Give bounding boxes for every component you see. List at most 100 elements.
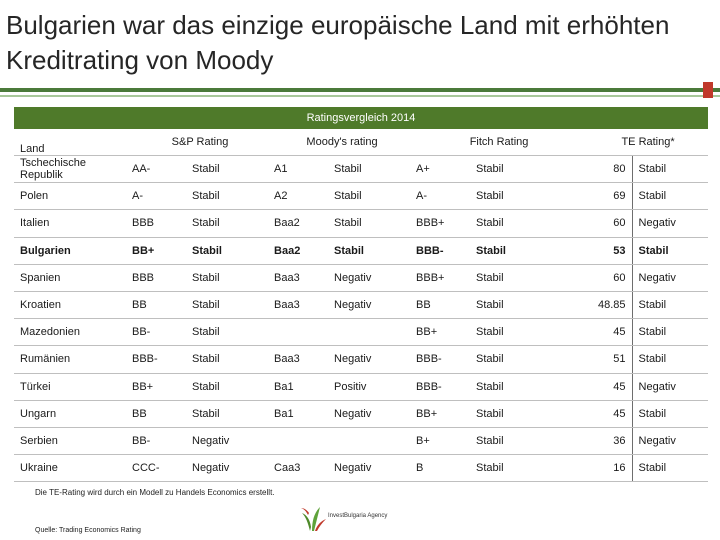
table-cell-te: 36 xyxy=(582,427,633,456)
table-cell-f: BBB+ xyxy=(410,209,471,238)
table-cell-te-o: Negativ xyxy=(632,209,709,238)
table-cell-m xyxy=(268,427,329,456)
table-cell-f-o: Stabil xyxy=(470,237,583,265)
table-cell-f: BBB- xyxy=(410,345,471,374)
table-cell-land: Kroatien xyxy=(14,291,126,320)
table-cell-sp: A- xyxy=(126,182,186,211)
table-cell-m xyxy=(268,318,329,347)
table-cell-te: 48.85 xyxy=(582,291,633,320)
table-cell-sp: BB- xyxy=(126,427,186,456)
table-cell-m: Baa2 xyxy=(268,237,329,265)
table-cell-f-o: Stabil xyxy=(470,400,583,428)
table-cell-m-o: Stabil xyxy=(328,237,411,265)
table-cell-te-o: Stabil xyxy=(632,291,709,320)
table-cell-te: 53 xyxy=(582,237,633,265)
table-cell-f-o: Stabil xyxy=(470,264,583,292)
table-row: Ukraine CCC- Negativ Caa3 Negativ B Stabil 16 St… xyxy=(14,454,709,483)
table-cell-sp: BBB xyxy=(126,264,186,292)
table-cell-sp-o: Stabil xyxy=(186,318,269,347)
table-cell-sp: BB xyxy=(126,400,186,428)
table-cell-m: Baa3 xyxy=(268,291,329,320)
header-fitch: Fitch Rating xyxy=(410,129,583,156)
table-cell-m-o: Negativ xyxy=(328,264,411,292)
table-cell-sp-o: Stabil xyxy=(186,264,269,292)
table-cell-f: B xyxy=(410,454,471,483)
table-cell-f-o: Stabil xyxy=(470,291,583,320)
table-cell-te: 80 xyxy=(582,155,633,184)
table-cell-land: Ukraine xyxy=(14,454,126,483)
table-cell-te-o: Negativ xyxy=(632,427,709,456)
table-cell-m: A1 xyxy=(268,155,329,184)
table-cell-f: BBB- xyxy=(410,237,471,265)
table-title: Ratingsvergleich 2014 xyxy=(14,107,708,129)
table-cell-f: BBB+ xyxy=(410,264,471,292)
table-cell-m-o: Stabil xyxy=(328,209,411,238)
table-cell-m: Ba1 xyxy=(268,373,329,401)
table-row: Polen A- Stabil A2 Stabil A- Stabil 69 Stabil xyxy=(14,182,709,211)
table-cell-te-o: Stabil xyxy=(632,182,709,211)
table-cell-sp-o: Stabil xyxy=(186,209,269,238)
table-cell-sp: BBB xyxy=(126,209,186,238)
table-cell-te: 45 xyxy=(582,318,633,347)
table-cell-f-o: Stabil xyxy=(470,454,583,483)
table-cell-sp: BB- xyxy=(126,318,186,347)
table-row: Bulgarien BB+ Stabil Baa2 Stabil BBB- Stabil 53… xyxy=(14,237,709,265)
source-note: Quelle: Trading Economics Rating xyxy=(35,527,141,534)
table-cell-m: A2 xyxy=(268,182,329,211)
table-cell-te-o: Stabil xyxy=(632,345,709,374)
table-cell-te-o: Stabil xyxy=(632,237,709,265)
table-row: Tschechische Republik AA- Stabil A1 Stabil A+… xyxy=(14,155,709,184)
table-cell-f-o: Stabil xyxy=(470,155,583,184)
rating-table-container: Ratingsvergleich 2014 Land S&P Rating Mo… xyxy=(14,107,709,483)
table-cell-te-o: Stabil xyxy=(632,454,709,483)
table-cell-m: Baa3 xyxy=(268,264,329,292)
table-cell-sp-o: Stabil xyxy=(186,237,269,265)
rating-table: Land S&P Rating Moody's rating Fitch Rat… xyxy=(14,129,709,483)
table-cell-te: 51 xyxy=(582,345,633,374)
table-cell-sp-o: Negativ xyxy=(186,454,269,483)
header-moodys: Moody's rating xyxy=(268,129,411,156)
title-rule-light xyxy=(0,95,720,97)
title-rule xyxy=(0,88,720,92)
page-title: Bulgarien war das einzige europäische La… xyxy=(6,10,670,75)
table-cell-land: Ungarn xyxy=(14,400,126,428)
table-cell-m: Baa2 xyxy=(268,209,329,238)
table-row: Serbien BB- Negativ B+ Stabil 36 Negativ xyxy=(14,427,709,456)
table-cell-m: Baa3 xyxy=(268,345,329,374)
table-cell-sp: BB+ xyxy=(126,373,186,401)
table-cell-land: Serbien xyxy=(14,427,126,456)
table-cell-land: Tschechische Republik xyxy=(14,155,126,184)
table-cell-m-o: Stabil xyxy=(328,182,411,211)
table-row: Mazedonien BB- Stabil BB+ Stabil 45 Stabil xyxy=(14,318,709,347)
header-land: Land xyxy=(14,129,126,156)
table-cell-te: 60 xyxy=(582,209,633,238)
table-cell-m-o xyxy=(328,427,411,456)
table-cell-m-o: Stabil xyxy=(328,155,411,184)
table-cell-land: Polen xyxy=(14,182,126,211)
table-cell-land: Türkei xyxy=(14,373,126,401)
table-cell-te: 60 xyxy=(582,264,633,292)
table-cell-f-o: Stabil xyxy=(470,373,583,401)
table-cell-land: Spanien xyxy=(14,264,126,292)
table-cell-te: 69 xyxy=(582,182,633,211)
table-row: Kroatien BB Stabil Baa3 Negativ BB Stabil 48.85… xyxy=(14,291,709,320)
column-header-row: Land S&P Rating Moody's rating Fitch Rat… xyxy=(14,129,709,156)
table-cell-te: 16 xyxy=(582,454,633,483)
table-cell-f: B+ xyxy=(410,427,471,456)
table-row: Spanien BBB Stabil Baa3 Negativ BBB+ Stabil 60 N… xyxy=(14,264,709,292)
table-cell-m: Caa3 xyxy=(268,454,329,483)
table-cell-sp-o: Stabil xyxy=(186,291,269,320)
table-cell-sp-o: Stabil xyxy=(186,400,269,428)
table-cell-sp: AA- xyxy=(126,155,186,184)
table-cell-te: 45 xyxy=(582,373,633,401)
footnote: Die TE-Rating wird durch ein Modell zu H… xyxy=(35,488,275,497)
table-cell-f: BB xyxy=(410,291,471,320)
table-cell-f-o: Stabil xyxy=(470,345,583,374)
logo-text: InvestBulgaria Agency xyxy=(328,513,388,519)
table-cell-te-o: Stabil xyxy=(632,155,709,184)
table-cell-sp: BB xyxy=(126,291,186,320)
table-cell-te: 45 xyxy=(582,400,633,428)
table-cell-m-o: Positiv xyxy=(328,373,411,401)
table-cell-sp: CCC- xyxy=(126,454,186,483)
table-row: Italien BBB Stabil Baa2 Stabil BBB+ Stabil 60 Ne… xyxy=(14,209,709,238)
